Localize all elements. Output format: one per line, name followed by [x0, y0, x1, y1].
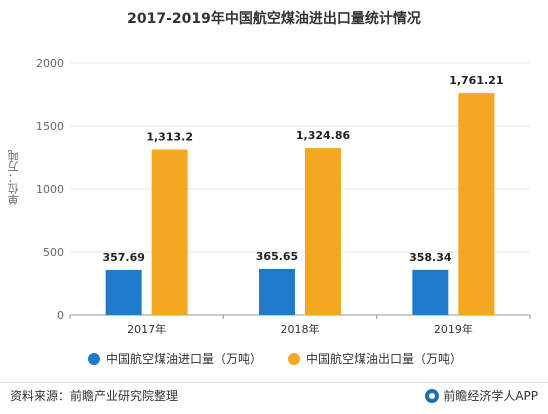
- x-tick-label: 2017年: [127, 322, 166, 336]
- bar-export: [458, 93, 495, 315]
- grid-lines: [70, 62, 530, 316]
- legend-label-import: 中国航空煤油进口量（万吨）: [106, 352, 263, 366]
- bar-import: [105, 269, 142, 315]
- y-tick-labels: 0 500 1000 1500 2000: [36, 57, 64, 322]
- bar-import: [412, 269, 449, 315]
- data-label: 1,761.21: [449, 74, 503, 87]
- bar-export: [305, 148, 341, 315]
- legend-dot-import: [88, 352, 100, 365]
- chart-title: 2017-2019年中国航空煤油进出口量统计情况: [127, 11, 421, 27]
- brand-label: 前瞻经济学人APP: [443, 389, 538, 403]
- data-label: 1,313.2: [146, 131, 193, 144]
- data-label: 357.69: [102, 251, 144, 264]
- y-tick-label: 1000: [36, 183, 64, 196]
- data-label: 358.34: [409, 251, 452, 264]
- data-label: 365.65: [256, 250, 298, 263]
- footer-divider: [0, 382, 548, 383]
- x-tick-labels: 2017年 2018年 2019年: [69, 315, 531, 336]
- data-label: 1,324.86: [296, 129, 351, 142]
- legend-dot-export: [288, 352, 300, 365]
- source-note: 资料来源：前瞻产业研究院整理: [10, 389, 179, 403]
- logo-circle-icon: [425, 388, 440, 403]
- bars: [105, 93, 495, 315]
- bar-export: [151, 149, 188, 315]
- brand: 前瞻经济学人APP: [425, 387, 538, 404]
- legend-item-export: 中国航空煤油出口量（万吨）: [288, 350, 462, 367]
- y-tick-label: 0: [57, 309, 64, 322]
- legend-item-import: 中国航空煤油进口量（万吨）: [88, 350, 262, 367]
- legend: 中国航空煤油进口量（万吨） 中国航空煤油出口量（万吨）: [0, 350, 548, 372]
- bar-import: [259, 268, 295, 315]
- x-tick-label: 2019年: [434, 322, 473, 336]
- y-tick-label: 1500: [36, 120, 64, 133]
- y-tick-label: 500: [43, 246, 64, 259]
- bar-chart: 0 500 1000 1500 2000 357.69 1,313.2 365.65 1,32…: [36, 57, 531, 336]
- legend-label-export: 中国航空煤油出口量（万吨）: [306, 352, 463, 366]
- data-labels: 357.69 1,313.2 365.65 1,324.86 358.34 1,761.2…: [102, 74, 503, 264]
- y-tick-label: 2000: [36, 57, 64, 70]
- x-tick-label: 2018年: [281, 322, 320, 336]
